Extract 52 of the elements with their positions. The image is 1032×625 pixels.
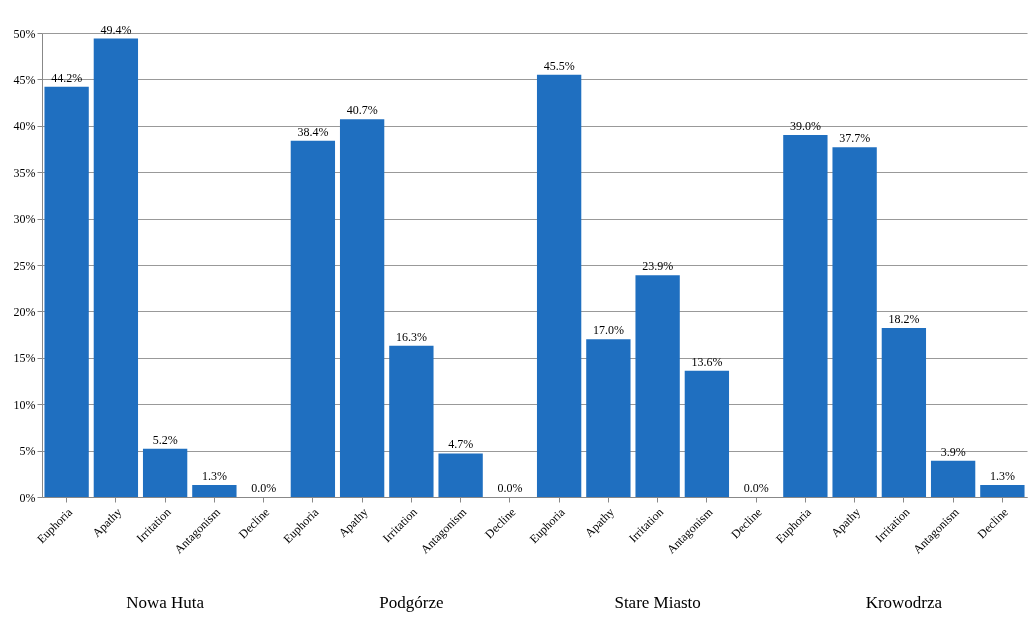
data-label: 38.4% <box>297 124 329 139</box>
data-label: 37.7% <box>839 131 871 146</box>
y-tick-label: 0% <box>19 490 36 505</box>
data-label: 4.7% <box>448 437 474 452</box>
bar <box>930 460 976 497</box>
bar <box>980 484 1025 497</box>
data-label: 5.2% <box>152 432 178 447</box>
y-tick-label: 45% <box>13 72 36 87</box>
data-label: 39.0% <box>789 119 821 134</box>
y-tick-label: 40% <box>13 119 36 134</box>
bar <box>783 135 828 497</box>
data-label: 23.9% <box>642 259 674 274</box>
text: Stare Miasto <box>614 593 701 612</box>
bar <box>881 328 927 497</box>
y-tick-label: 30% <box>13 212 36 227</box>
text: Podgórze <box>379 593 444 612</box>
data-label: 0.0% <box>497 481 523 495</box>
text: Krowodrza <box>865 593 943 612</box>
y-tick-label: 15% <box>13 351 36 366</box>
data-label: 44.2% <box>51 70 83 85</box>
bar <box>192 484 237 497</box>
bar <box>438 453 483 497</box>
data-label: 0.0% <box>743 481 769 495</box>
bar <box>832 147 877 497</box>
y-tick-label: 50% <box>13 26 36 41</box>
bar <box>586 339 631 497</box>
data-label: 49.4% <box>100 22 132 37</box>
data-label: 3.9% <box>940 444 966 459</box>
y-tick-label: 20% <box>13 304 36 319</box>
text: Nowa Huta <box>126 593 205 612</box>
y-tick-label: 35% <box>13 165 36 180</box>
y-tick-label: 5% <box>19 444 36 459</box>
bar <box>635 275 680 497</box>
data-label: 40.7% <box>346 103 378 118</box>
data-label: 16.3% <box>395 329 427 344</box>
data-label: 17.0% <box>592 323 624 338</box>
bar <box>536 74 582 497</box>
data-label: 0.0% <box>251 481 277 495</box>
bar <box>44 86 89 497</box>
bar <box>339 119 385 497</box>
data-label: 13.6% <box>691 354 723 369</box>
bar <box>93 38 139 497</box>
y-tick-label: 25% <box>13 258 36 273</box>
bar <box>142 448 188 497</box>
data-label: 45.5% <box>543 58 575 73</box>
bar <box>290 140 336 497</box>
data-label: 1.3% <box>201 468 227 483</box>
y-tick-label: 10% <box>13 397 36 412</box>
bar <box>389 345 434 497</box>
data-label: 1.3% <box>989 468 1015 483</box>
data-label: 18.2% <box>888 312 920 327</box>
bar <box>684 370 730 497</box>
